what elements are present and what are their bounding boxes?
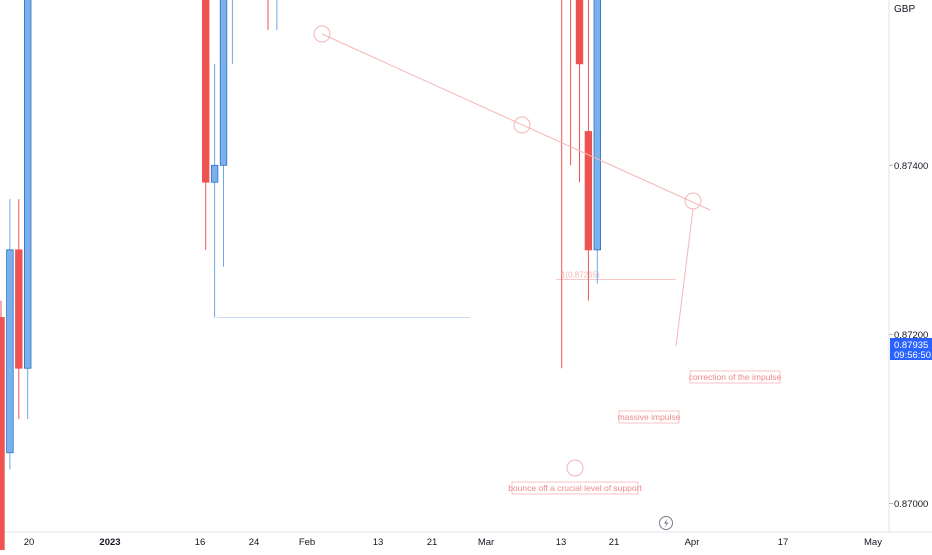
candle [575,0,584,183]
grid-layer [0,0,932,533]
candle-body [23,0,32,369]
annotation-bounce-box [511,481,639,495]
resistance-trendline [321,33,711,211]
candle [267,0,269,31]
last-price-value: 0.87935 [894,340,928,351]
drawings-front-layer: correction of the impulse massive impulse… [313,25,782,495]
annotation-correction: correction of the impulse [689,370,782,384]
projection-line [675,208,694,347]
x-tick-label: 16 [195,537,206,548]
candle [561,0,563,369]
x-tick-label: 13 [556,537,567,548]
annotation-impulse-text: massive impulse [618,412,681,422]
candle-body [210,164,219,183]
x-tick-label: 2023 [99,537,120,548]
x-tick-label: 17 [778,537,789,548]
lightning-icon [664,518,669,528]
candle-body [6,249,14,454]
candle [276,0,278,31]
y-tick-label: 0.87200 [894,330,928,341]
touch-circle-feb [313,25,331,43]
candle [23,0,32,419]
candle-body [219,0,228,166]
y-tick-label: 0.87600 [894,0,928,3]
x-tick-label: May [864,537,882,548]
candle [210,63,219,318]
candle-body [584,131,593,251]
candle [6,199,14,470]
fib-label-1: 1(0.87265) [561,270,600,279]
candle [570,0,572,166]
lightning-button[interactable] [659,516,673,530]
x-tick-label: 24 [249,537,260,548]
candle-body [15,249,23,369]
annotation-bounce-text: bounce off a crucial level of support [508,483,642,493]
x-tick-label: 13 [373,537,384,548]
candle [231,0,233,64]
annotation-correction-box [689,370,781,384]
candle-body [201,0,210,183]
candle [15,199,23,419]
y-tick-label: 0.87400 [894,161,928,172]
annotation-impulse-box [618,410,680,424]
candle [584,0,593,301]
x-tick-label: 21 [427,537,438,548]
candle-body [575,0,584,65]
x-tick-label: 21 [609,537,620,548]
candle [201,0,210,250]
candle [219,0,228,267]
support-bounce-circle [566,459,584,477]
last-price-tag: 0.87935 09:56:50 [890,338,932,361]
candle [593,0,601,284]
currency-label: GBP [894,4,915,15]
annotation-impulse: massive impulse [618,410,681,424]
candle [0,300,5,555]
candles-layer [0,0,601,555]
axis-layer: GBP 0.898000.896000.894000.892000.890000… [24,0,929,548]
x-tick-label: 20 [24,537,35,548]
x-tick-label: Mar [478,537,494,548]
last-price-tag-bg [890,338,932,360]
annotation-correction-text: correction of the impulse [689,372,782,382]
y-tick-label: 0.87000 [894,499,928,510]
x-tick-label: Feb [299,537,315,548]
candle-body [0,317,5,555]
touch-circle-mar [513,116,531,134]
candle-body [593,0,601,251]
countdown-timer: 09:56:50 [894,350,931,361]
annotation-bounce: bounce off a crucial level of support [508,481,642,495]
drawings-back-layer: 0.618(0.87788)0(0.88673)1(0.87265) [217,270,676,318]
x-tick-label: Apr [685,537,700,548]
target-circle [684,192,702,210]
